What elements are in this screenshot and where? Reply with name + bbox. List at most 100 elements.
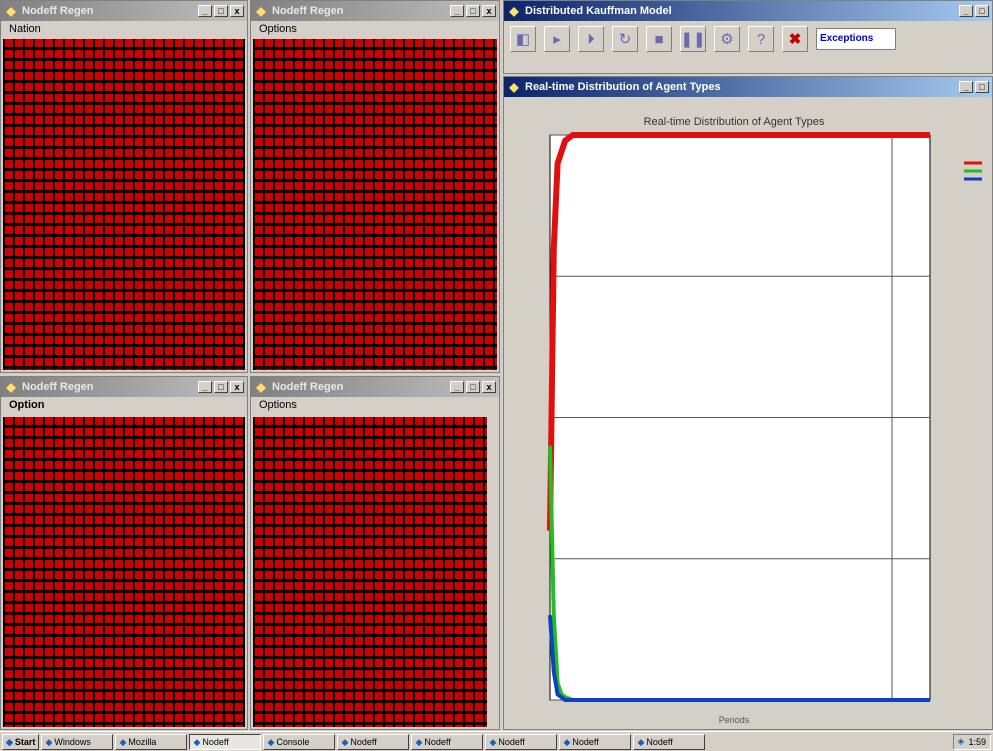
app-icon: ◆ [256, 380, 266, 394]
task-label: Console [276, 736, 310, 747]
app-icon: ◆ [509, 4, 519, 18]
minimize-button[interactable]: _ [959, 5, 973, 17]
window-title: Nodeff Regen [22, 5, 94, 17]
agent-grid [253, 417, 487, 727]
task-label: Nodeff [202, 736, 229, 747]
window-title: Nodeff Regen [272, 381, 344, 393]
setup-icon[interactable]: ◧ [510, 26, 536, 52]
task-button[interactable]: ◆ Windows [41, 733, 114, 750]
x-axis-label: Periods [719, 715, 750, 725]
task-list: ◆ Windows ◆ Mozilla ◆ Nodeff ◆ Console ◆ Nodeff ◆ N… [41, 733, 706, 750]
task-label: Windows [54, 736, 91, 747]
minimize-button[interactable]: _ [450, 381, 464, 393]
window-icon: ◆ [563, 736, 571, 747]
window-icon: ◆ [267, 736, 275, 747]
maximize-button[interactable]: □ [466, 5, 480, 17]
task-label: Nodeff [424, 736, 451, 747]
task-button[interactable]: ◆ Nodeff [411, 733, 484, 750]
window-bottom-left[interactable]: ◆ Nodeff Regen _ □ x Option [0, 376, 248, 730]
window-bottom-mid[interactable]: ◆ Nodeff Regen _ □ x Options [250, 376, 500, 730]
window-icon: ◆ [341, 736, 349, 747]
panel-label: Options [259, 399, 297, 411]
window-top-left[interactable]: ◆ Nodeff Regen _ □ x Nation [0, 0, 248, 373]
task-label: Mozilla [128, 736, 157, 747]
task-button[interactable]: ◆ Nodeff [337, 733, 410, 750]
window-title: Real-time Distribution of Agent Types [525, 81, 721, 93]
panel-label: Nation [9, 23, 41, 35]
system-tray: ◈ 1:59 [952, 733, 991, 750]
app-icon: ◆ [6, 4, 16, 18]
titlebar[interactable]: ◆ Nodeff Regen _ □ x [251, 1, 499, 21]
close-button[interactable]: x [230, 381, 244, 393]
maximize-button[interactable]: □ [214, 381, 228, 393]
settings-icon[interactable]: ⚙ [714, 26, 740, 52]
panel-label: Options [259, 23, 297, 35]
step-icon[interactable]: ▸ [544, 26, 570, 52]
app-icon: ◆ [6, 380, 16, 394]
control-toolbar: ◧ ▸ ⏵ ↻ ■ ❚❚ ⚙ ? ✖ Exceptions [504, 21, 992, 57]
app-icon: ◆ [256, 4, 266, 18]
app-icon: ◆ [509, 80, 519, 94]
close-button[interactable]: x [482, 381, 496, 393]
windows-logo-icon: ◆ [6, 736, 13, 747]
window-plot[interactable]: ◆ Real-time Distribution of Agent Types … [503, 76, 993, 730]
close-button[interactable]: x [482, 5, 496, 17]
chart-title: Real-time Distribution of Agent Types [644, 116, 825, 128]
window-controller[interactable]: ◆ Distributed Kauffman Model _ □ ◧ ▸ ⏵ ↻… [503, 0, 993, 74]
task-label: Nodeff [646, 736, 673, 747]
titlebar[interactable]: ◆ Distributed Kauffman Model _ □ [504, 1, 992, 21]
window-title: Nodeff Regen [272, 5, 344, 17]
titlebar[interactable]: ◆ Nodeff Regen _ □ x [251, 377, 499, 397]
window-icon: ◆ [193, 736, 201, 747]
maximize-button[interactable]: □ [975, 81, 989, 93]
close-button[interactable]: x [230, 5, 244, 17]
task-button[interactable]: ◆ Console [263, 733, 336, 750]
minimize-button[interactable]: _ [198, 381, 212, 393]
minimize-button[interactable]: _ [959, 81, 973, 93]
window-title: Distributed Kauffman Model [525, 5, 672, 17]
restart-icon[interactable]: ↻ [612, 26, 638, 52]
agent-grid [3, 39, 245, 370]
series-line [547, 132, 930, 531]
window-icon: ◆ [45, 736, 53, 747]
window-icon: ◆ [489, 736, 497, 747]
start-button[interactable]: ◆ Start [2, 733, 40, 750]
maximize-button[interactable]: □ [214, 5, 228, 17]
task-button[interactable]: ◆ Mozilla [115, 733, 188, 750]
clock: 1:59 [968, 736, 986, 747]
maximize-button[interactable]: □ [466, 381, 480, 393]
task-button[interactable]: ◆ Nodeff [559, 733, 632, 750]
distribution-chart: Real-time Distribution of Agent Types Pe… [547, 116, 982, 725]
task-button[interactable]: ◆ Nodeff [633, 733, 706, 750]
exceptions-field[interactable]: Exceptions [816, 28, 896, 50]
taskbar: ◆ Start ◆ Windows ◆ Mozilla ◆ Nodeff ◆ Console ◆… [0, 731, 993, 751]
window-icon: ◆ [637, 736, 645, 747]
inspect-icon[interactable]: ? [748, 26, 774, 52]
task-label: Nodeff [350, 736, 377, 747]
plot-area: Real-time Distribution of Agent Types Pe… [504, 97, 992, 729]
minimize-button[interactable]: _ [198, 5, 212, 17]
agent-grid [253, 39, 497, 370]
panel-label: Option [9, 399, 45, 411]
run-icon[interactable]: ⏵ [578, 26, 604, 52]
agent-grid [3, 417, 245, 727]
task-label: Nodeff [498, 736, 525, 747]
maximize-button[interactable]: □ [975, 5, 989, 17]
series-group [547, 132, 930, 702]
task-button[interactable]: ◆ Nodeff [189, 733, 262, 750]
window-icon: ◆ [415, 736, 423, 747]
titlebar[interactable]: ◆ Nodeff Regen _ □ x [1, 1, 247, 21]
window-icon: ◆ [119, 736, 127, 747]
minimize-button[interactable]: _ [450, 5, 464, 17]
legend [964, 161, 982, 181]
titlebar[interactable]: ◆ Nodeff Regen _ □ x [1, 377, 247, 397]
tray-icon[interactable]: ◈ [957, 736, 965, 746]
titlebar[interactable]: ◆ Real-time Distribution of Agent Types … [504, 77, 992, 97]
task-button[interactable]: ◆ Nodeff [485, 733, 558, 750]
window-title: Nodeff Regen [22, 381, 94, 393]
exit-icon[interactable]: ✖ [782, 26, 808, 52]
window-top-mid[interactable]: ◆ Nodeff Regen _ □ x Options [250, 0, 500, 373]
stop-icon[interactable]: ■ [646, 26, 672, 52]
series-line [548, 615, 930, 702]
pause-icon[interactable]: ❚❚ [680, 26, 706, 52]
